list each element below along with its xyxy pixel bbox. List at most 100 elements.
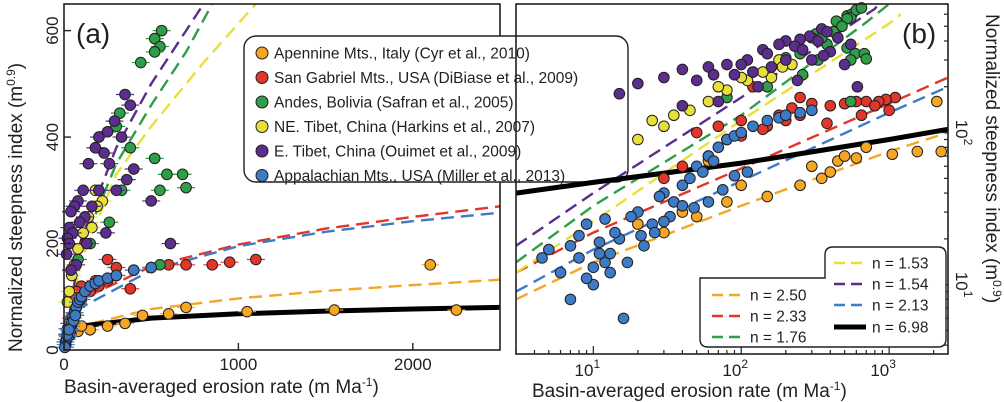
point-appalachian (653, 190, 666, 203)
point-e-tibet (80, 237, 93, 250)
legend-entry-2: San Gabriel Mts., USA (DiBiase et al., 2… (274, 70, 578, 87)
legend-marker-2 (255, 71, 269, 84)
point-appalachian (573, 229, 585, 242)
point-appalachian (625, 210, 637, 223)
point-e-tibet (119, 88, 131, 101)
n-legend-label-4: n = 1.53 (872, 256, 928, 273)
fit-line-n-2-33 (62, 205, 501, 351)
point-appalachian (794, 106, 806, 119)
point-e-tibet (124, 99, 137, 111)
panel-a-y-axis-title: Normalized steepness index (m0.9) (4, 63, 27, 352)
point-apennine-mts (101, 320, 114, 332)
panel-a-label: (a) (76, 18, 110, 49)
point-appalachian (638, 240, 650, 252)
y-tick-label-400: 400 (43, 123, 62, 151)
point-e-tibet (707, 68, 720, 81)
point-ne-tibet (646, 114, 658, 127)
x-tick-label-0: 0 (59, 355, 68, 374)
panel-b-x-axis-title: Basin-averaged erosion rate (m Ma-1) (532, 379, 847, 402)
point-andes-bolivia (154, 184, 166, 197)
point-e-tibet (613, 87, 626, 100)
point-e-tibet (721, 58, 733, 71)
point-andes-bolivia (148, 32, 161, 45)
point-e-tibet (779, 54, 792, 66)
point-appalachian (593, 236, 606, 249)
point-apennine (860, 141, 873, 154)
point-appalachian (712, 141, 725, 154)
point-san-gabriel (735, 114, 748, 127)
point-san-gabriel (889, 91, 902, 104)
point-e-tibet (93, 184, 105, 197)
point-apennine (838, 150, 851, 162)
point-e-tibet (164, 237, 177, 250)
point-appalachian (604, 266, 616, 279)
point-san-gabriel (690, 126, 703, 139)
legend-entry-6: Appalachian Mts., USA (Miller et al., 20… (274, 168, 565, 185)
point-appalachian-mts (63, 323, 75, 336)
legend-entry-3: Andes, Bolivia (Safran et al., 2005) (274, 95, 514, 112)
point-e-tibet (821, 25, 833, 38)
point-appalachian-mts (69, 309, 82, 322)
point-andes-bolivia (161, 168, 173, 181)
point-e-tibet (103, 157, 116, 170)
y-tick-label-200: 200 (43, 229, 62, 257)
panel-b-ticks: 101 102 103 101 102 (515, 3, 975, 380)
point-apennine-mts (180, 301, 192, 314)
point-e-tibet (100, 227, 112, 239)
point-appalachian (564, 240, 577, 252)
legend-marker-5 (255, 144, 269, 158)
point-san-gabriel (101, 253, 114, 266)
point-san-gabriel (223, 256, 236, 268)
point-appalachian (648, 226, 661, 239)
fit-line-n-1-53 (62, 3, 257, 351)
point-appalachian (716, 184, 729, 196)
fit-line-n-2-33 (515, 76, 949, 274)
x-tick-label-10-3: 103 (870, 357, 896, 380)
fit-line-n-6-98 (515, 126, 949, 196)
point-appalachian (621, 256, 634, 269)
point-san-gabriel (206, 259, 219, 271)
point-apennine (632, 218, 644, 230)
point-ne-tibet (668, 109, 680, 122)
point-appalachian-mts (110, 269, 123, 282)
y-tick-label-0: 0 (43, 345, 62, 354)
panel-a: 0 1000 2000 0 200 400 600 (a) Basin-averaged e… (4, 3, 629, 398)
point-e-tibet (145, 195, 157, 207)
point-andes (836, 20, 848, 33)
point-apennine (806, 160, 818, 173)
x-tick-label-1000: 1000 (219, 355, 257, 374)
point-e-tibet (658, 71, 670, 84)
fit-line-n-2-50 (515, 131, 949, 301)
point-andes-bolivia (176, 168, 189, 181)
panel-b-label: (b) (902, 18, 936, 49)
panel-b-frame (515, 3, 949, 355)
n-legend-label-1: n = 2.50 (750, 288, 807, 305)
x-tick-label-10-2: 102 (722, 357, 748, 380)
point-apennine-mts (424, 259, 437, 271)
n-legend-label-3: n = 1.76 (750, 330, 806, 347)
point-e-tibet (120, 173, 133, 186)
point-e-tibet (127, 163, 140, 175)
point-e-tibet (712, 95, 725, 108)
panel-b-data-points (536, 2, 948, 325)
y-tick-label-10-2: 102 (952, 120, 975, 146)
point-apennine (815, 172, 828, 185)
panel-a-legend-box (243, 35, 629, 183)
fit-line-n-1-54 (515, 3, 880, 247)
point-andes-bolivia (148, 152, 161, 165)
point-e-tibet (632, 77, 644, 90)
point-e-tibet (838, 58, 851, 71)
panel-a-x-axis-title: Basin-averaged erosion rate (m Ma-1) (64, 375, 379, 398)
point-e-tibet (676, 99, 689, 112)
point-apennine (721, 196, 733, 208)
point-apennine (935, 145, 948, 158)
n-legend-label-6: n = 2.13 (872, 298, 928, 315)
point-e-tibet (735, 58, 748, 71)
point-apennine (850, 152, 863, 164)
point-san-gabriel (712, 120, 725, 133)
point-e-tibet (690, 74, 703, 87)
legend-marker-4 (255, 120, 269, 133)
point-andes-bolivia (114, 107, 126, 119)
point-appalachian (728, 169, 741, 182)
point-appalachian (564, 293, 577, 306)
